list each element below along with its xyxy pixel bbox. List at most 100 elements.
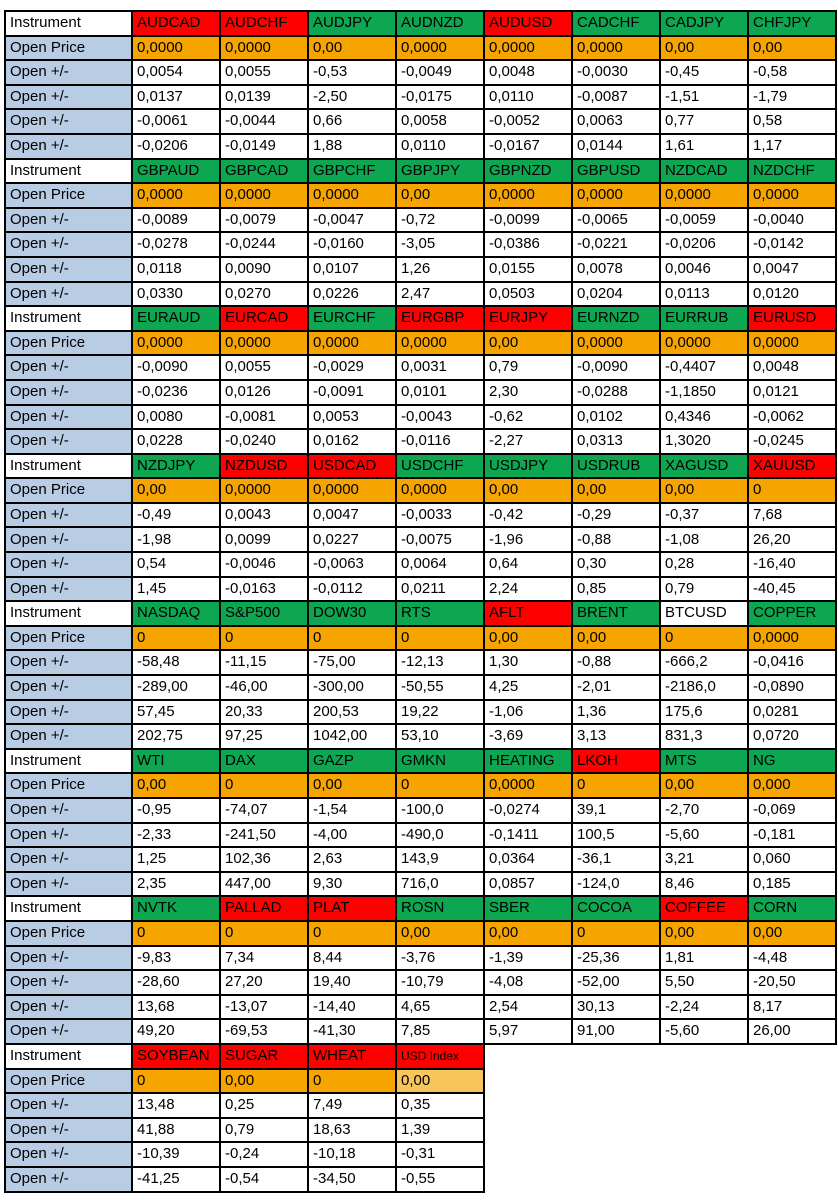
open-delta-cell: 0,0046	[659, 255, 749, 283]
open-delta-cell: -69,53	[219, 1018, 309, 1045]
open-delta-cell: -0,0089	[131, 206, 221, 234]
row-label-cell: Open +/-	[4, 944, 133, 972]
open-delta-cell: 7,34	[219, 944, 309, 972]
row-label-cell: Instrument	[4, 895, 133, 922]
open-delta-cell: 0,0101	[395, 378, 485, 406]
open-delta-cell: -0,0052	[483, 108, 573, 135]
open-price-cell: 0,00	[307, 772, 397, 799]
open-delta-row: Open +/- 0,0080 -0,0081 0,0053 -0,0043 -0,62 0…	[4, 403, 837, 431]
open-price-row: Open Price 0,0000 0,0000 0,0000 0,00 0,0000 0,…	[4, 182, 837, 209]
open-delta-cell: -0,53	[307, 59, 397, 86]
open-delta-cell: 0,0227	[307, 526, 397, 554]
open-price-cell: 0,00	[483, 919, 573, 947]
row-label-cell: Open +/-	[4, 1018, 133, 1045]
open-price-row: Open Price 0,0000 0,0000 0,0000 0,0000 0,00 0,…	[4, 329, 837, 357]
open-delta-cell: -3,69	[483, 723, 573, 750]
open-price-cell: 0,0000	[131, 182, 221, 209]
empty-cell	[748, 1142, 836, 1167]
open-delta-cell: -3,05	[395, 231, 485, 258]
open-delta-cell: -0,55	[395, 1165, 485, 1193]
open-price-cell: 0,00	[571, 624, 661, 652]
open-delta-cell: 8,46	[659, 870, 749, 898]
open-delta-cell: -0,0079	[219, 206, 309, 234]
open-delta-row: Open +/- -9,83 7,34 8,44 -3,76 -1,39 -25,36 1,8…	[4, 944, 837, 972]
row-label-cell: Open Price	[4, 34, 133, 62]
open-delta-cell: -40,45	[747, 575, 837, 603]
open-delta-cell: 0,0270	[219, 280, 309, 308]
open-price-cell: 0,0000	[571, 34, 661, 62]
open-delta-cell: -0,0091	[307, 378, 397, 406]
open-delta-cell: 0,64	[483, 551, 573, 578]
open-delta-cell: 0,0102	[571, 403, 661, 431]
instrument-name-cell: GAZP	[307, 747, 397, 775]
open-price-cell: 0,00	[483, 624, 573, 652]
open-price-cell: 0,0000	[747, 182, 837, 209]
instrument-name-cell: EURAUD	[131, 305, 221, 332]
open-price-cell: 0	[307, 624, 397, 652]
empty-cell	[660, 1117, 748, 1143]
open-delta-row: Open +/- 0,0137 0,0139 -2,50 -0,0175 0,0110 -0…	[4, 83, 837, 111]
row-label-cell: Open +/-	[4, 354, 133, 381]
open-delta-row: Open +/- -289,00 -46,00 -300,00 -50,55 4,25 -2…	[4, 674, 837, 701]
open-delta-cell: 0,0126	[219, 378, 309, 406]
open-delta-cell: -14,40	[307, 993, 397, 1021]
open-delta-cell: 1,45	[131, 575, 221, 603]
open-delta-cell: -0,0206	[131, 132, 221, 160]
open-price-cell: 0,0000	[307, 477, 397, 504]
empty-cell	[572, 1068, 660, 1094]
open-delta-cell: -0,42	[483, 501, 573, 529]
open-delta-cell: 1,36	[571, 698, 661, 726]
open-price-cell: 0,0000	[571, 182, 661, 209]
instrument-name-cell: EURGBP	[395, 305, 485, 332]
instrument-name-cell: PALLAD	[219, 895, 309, 922]
open-delta-cell: 1042,00	[307, 723, 397, 750]
instrument-header-row: Instrument EURAUD EURCAD EURCHF EURGBP EURJPY…	[4, 305, 837, 332]
open-delta-cell: 0,79	[219, 1116, 309, 1144]
row-label-cell: Open +/-	[4, 575, 133, 603]
open-delta-cell: -1,51	[659, 83, 749, 111]
open-delta-cell: -0,0081	[219, 403, 309, 431]
open-delta-cell: -4,48	[747, 944, 837, 972]
empty-cell	[748, 1117, 836, 1143]
open-price-row: Open Price 0,00 0,0000 0,0000 0,0000 0,00 0,00…	[4, 477, 837, 504]
open-delta-cell: 1,25	[131, 846, 221, 873]
open-delta-cell: 7,49	[307, 1092, 397, 1119]
open-delta-cell: 0,0043	[219, 501, 309, 529]
open-delta-cell: 27,20	[219, 969, 309, 996]
instrument-name-cell: NZDUSD	[219, 452, 309, 480]
instrument-name-cell: LKOH	[571, 747, 661, 775]
instruments-table-body: Instrument AUDCAD AUDCHF AUDJPY AUDNZD AUDUSD…	[4, 10, 837, 1193]
instrument-name-cell: PLAT	[307, 895, 397, 922]
open-price-row: Open Price 0 0,00 0 0,00	[4, 1067, 836, 1095]
open-delta-cell: 0,0090	[219, 255, 309, 283]
instrument-name-cell: USDCAD	[307, 452, 397, 480]
open-delta-cell: -0,0047	[307, 206, 397, 234]
empty-cell	[660, 1068, 748, 1094]
open-price-cell: 0,00	[659, 772, 749, 799]
open-delta-cell: 1,39	[395, 1116, 485, 1144]
open-delta-cell: -34,50	[307, 1165, 397, 1193]
open-delta-cell: -0,0149	[219, 132, 309, 160]
open-delta-cell: 91,00	[571, 1018, 661, 1045]
open-delta-cell: -0,0099	[483, 206, 573, 234]
instrument-name-cell: NZDCHF	[747, 157, 837, 185]
open-delta-row: Open +/- 1,45 -0,0163 -0,0112 0,0211 2,24 0,85…	[4, 575, 837, 603]
open-delta-cell: -0,0062	[747, 403, 837, 431]
open-delta-cell: -0,0274	[483, 797, 573, 824]
open-delta-cell: -0,0163	[219, 575, 309, 603]
open-delta-cell: 0,77	[659, 108, 749, 135]
open-delta-cell: 0,0113	[659, 280, 749, 308]
open-delta-cell: 41,88	[131, 1116, 221, 1144]
open-delta-cell: -0,0160	[307, 231, 397, 258]
instrument-name-cell: COCOA	[571, 895, 661, 922]
open-delta-cell: 9,30	[307, 870, 397, 898]
open-price-cell: 0,0000	[219, 477, 309, 504]
open-delta-cell: -1,96	[483, 526, 573, 554]
open-delta-cell: 0,0078	[571, 255, 661, 283]
row-label-cell: Open +/-	[4, 501, 133, 529]
open-delta-cell: 0,0053	[307, 403, 397, 431]
open-delta-cell: 39,1	[571, 797, 661, 824]
empty-cell	[748, 1043, 836, 1069]
open-delta-cell: -0,49	[131, 501, 221, 529]
instrument-name-cell: EURJPY	[483, 305, 573, 332]
